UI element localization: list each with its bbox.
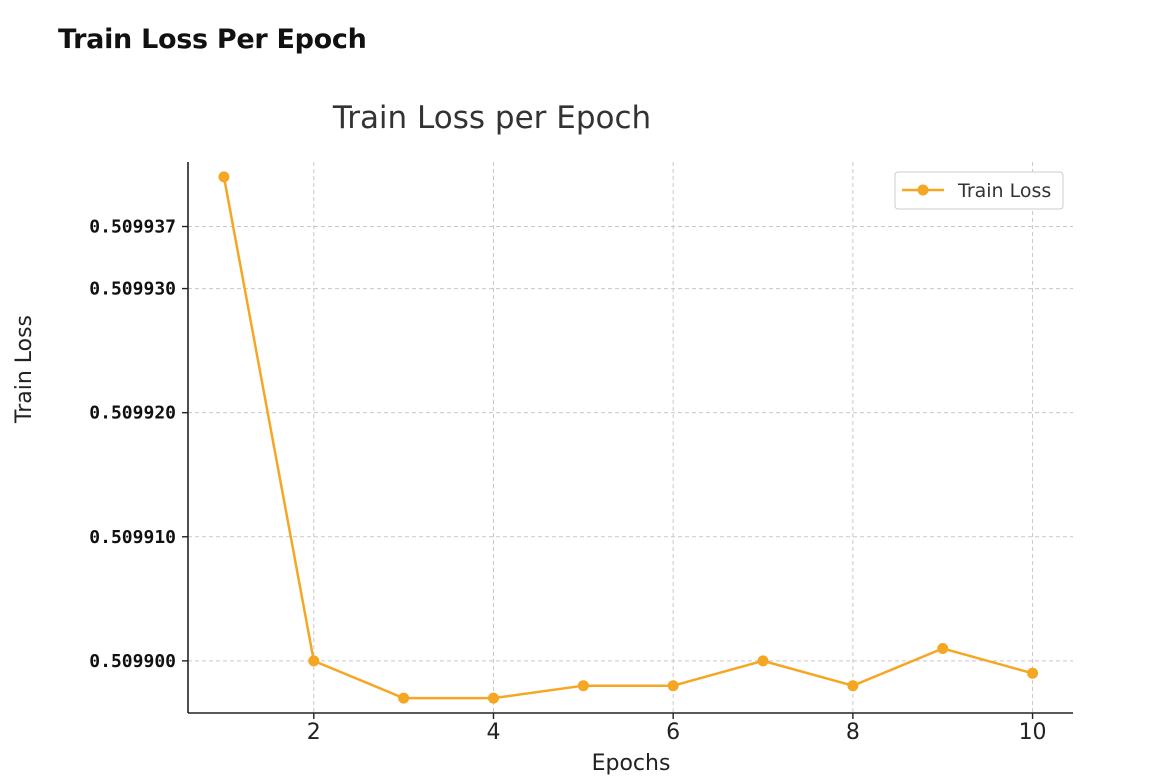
data-point (847, 680, 859, 692)
y-ticks: 0.509900 0.509910 0.509920 0.509930 0.509937 (89, 217, 188, 672)
y-tick-label: 0.509910 (89, 527, 176, 548)
y-tick-label: 0.509900 (89, 651, 176, 672)
chart-title: Train Loss per Epoch (332, 100, 651, 136)
x-tick-label: 6 (666, 720, 680, 745)
data-point (308, 655, 320, 667)
legend-point-marker (917, 184, 929, 196)
data-point (937, 642, 949, 654)
y-tick-label: 0.509937 (89, 217, 176, 238)
data-point (1027, 667, 1039, 679)
y-tick-label: 0.509930 (89, 279, 176, 300)
page-heading: Train Loss Per Epoch (58, 24, 367, 55)
data-point (577, 680, 589, 692)
x-tick-label: 4 (486, 720, 500, 745)
x-axis-label: Epochs (592, 751, 671, 776)
legend-box (894, 171, 1064, 210)
data-point (487, 692, 499, 704)
x-tick-label: 2 (307, 720, 321, 745)
series-line (222, 176, 1033, 700)
y-axis-label: Train Loss (12, 315, 37, 424)
axes (187, 162, 1073, 714)
y-tick-label: 0.509920 (89, 403, 176, 424)
grid-lines (188, 162, 1073, 713)
legend: Train Loss (894, 171, 1064, 210)
data-point (398, 692, 410, 704)
data-point (757, 655, 769, 667)
series-layer (218, 171, 1039, 704)
legend-label: Train Loss (957, 180, 1051, 202)
x-tick-label: 8 (846, 720, 860, 745)
data-point (218, 171, 230, 183)
data-point (667, 680, 679, 692)
x-tick-label: 10 (1019, 720, 1047, 745)
x-ticks: 2 4 6 8 10 (307, 713, 1047, 745)
